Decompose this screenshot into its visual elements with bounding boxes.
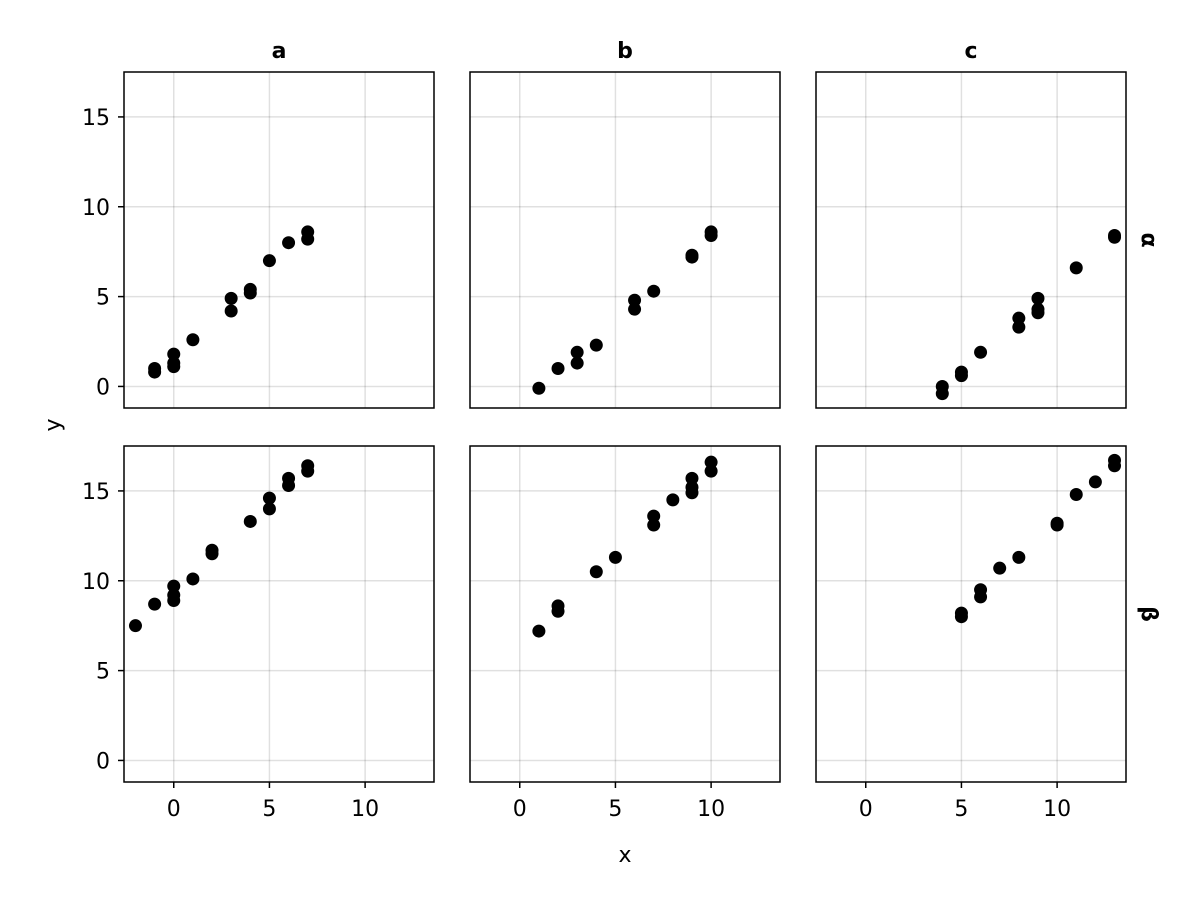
panel-frame xyxy=(123,71,435,409)
y-axis-label: y xyxy=(41,418,66,431)
y-tick-label: 15 xyxy=(82,106,110,131)
scatter-point xyxy=(993,561,1007,575)
scatter-point xyxy=(1031,302,1045,316)
x-tick-label: 10 xyxy=(351,797,379,822)
scatter-point xyxy=(262,491,276,505)
scatter-point xyxy=(954,606,968,620)
scatter-point xyxy=(205,543,219,557)
scatter-point xyxy=(186,333,200,347)
scatter-point xyxy=(685,248,699,262)
scatter-point xyxy=(1069,261,1083,275)
scatter-point xyxy=(262,502,276,516)
scatter-point xyxy=(167,579,181,593)
y-tick-label: 0 xyxy=(96,375,110,400)
scatter-point xyxy=(570,345,584,359)
x-tick-label: 5 xyxy=(954,797,968,822)
scatter-point xyxy=(1069,488,1083,502)
panels-layer: a b c α β 0 5 10 15 0 5 10 15 0 5 10 0 5 10 0 5 10 xyxy=(82,39,1161,822)
scatter-point xyxy=(704,455,718,469)
scatter-point xyxy=(974,583,988,597)
panel-a-0: 0 5 10 15 xyxy=(82,71,435,409)
scatter-point xyxy=(974,345,988,359)
x-tick-label: 5 xyxy=(262,797,276,822)
scatter-point xyxy=(589,565,603,579)
panel-a-1: 0 5 10 15 0 5 10 xyxy=(82,445,435,822)
scatter-point xyxy=(628,302,642,316)
scatter-point xyxy=(243,514,257,528)
scatter-point xyxy=(167,588,181,602)
scatter-point xyxy=(1012,320,1026,334)
row-title-1: β xyxy=(1136,606,1161,622)
column-title-a: a xyxy=(272,39,287,64)
x-tick-label: 10 xyxy=(1043,797,1071,822)
scatter-point xyxy=(1108,229,1122,243)
y-tick-label: 15 xyxy=(82,480,110,505)
panel-frame xyxy=(469,445,781,783)
scatter-point xyxy=(224,291,238,305)
y-tick-label: 5 xyxy=(96,660,110,685)
scatter-point xyxy=(551,599,565,613)
y-tick-label: 5 xyxy=(96,286,110,311)
y-tick-label: 10 xyxy=(82,196,110,221)
scatter-point xyxy=(954,365,968,379)
x-tick-label: 0 xyxy=(167,797,181,822)
scatter-point xyxy=(282,471,296,485)
scatter-point xyxy=(301,459,315,473)
panel-frame xyxy=(123,445,435,783)
y-tick-label: 0 xyxy=(96,749,110,774)
scatter-point xyxy=(301,225,315,239)
scatter-point xyxy=(262,254,276,268)
scatter-point xyxy=(532,381,546,395)
column-title-c: c xyxy=(964,39,977,64)
scatter-point xyxy=(935,379,949,393)
scatter-point xyxy=(685,471,699,485)
x-axis-label: x xyxy=(618,843,631,868)
scatter-point xyxy=(167,347,181,361)
y-tick-label: 10 xyxy=(82,570,110,595)
scatter-point xyxy=(570,356,584,370)
scatter-point xyxy=(224,304,238,318)
column-title-b: b xyxy=(617,39,633,64)
scatter-point xyxy=(647,509,661,523)
scatter-point xyxy=(704,464,718,478)
scatter-point xyxy=(532,624,546,638)
scatter-point xyxy=(282,236,296,250)
scatter-point xyxy=(1012,550,1026,564)
panel-frame xyxy=(815,71,1127,409)
scatter-point xyxy=(1031,291,1045,305)
scatter-point xyxy=(647,284,661,298)
scatter-point xyxy=(1088,475,1102,489)
x-tick-label: 0 xyxy=(859,797,873,822)
panel-frame xyxy=(815,445,1127,783)
x-tick-label: 0 xyxy=(513,797,527,822)
x-tick-label: 5 xyxy=(608,797,622,822)
scatter-point xyxy=(628,293,642,307)
scatter-point xyxy=(1012,311,1026,325)
row-title-0: α xyxy=(1136,232,1161,247)
panel-b-0 xyxy=(469,71,781,409)
scatter-point xyxy=(647,518,661,532)
scatter-point xyxy=(551,361,565,375)
x-tick-label: 10 xyxy=(697,797,725,822)
scatter-point xyxy=(148,361,162,375)
scatter-point xyxy=(243,282,257,296)
scatter-point xyxy=(167,356,181,370)
scatter-point xyxy=(685,480,699,494)
scatter-point xyxy=(148,597,162,611)
scatter-point xyxy=(1108,453,1122,467)
scatter-point xyxy=(128,619,142,633)
scatter-point xyxy=(704,225,718,239)
panel-c-1: 0 5 10 xyxy=(815,445,1127,822)
scatter-point xyxy=(589,338,603,352)
scatter-point xyxy=(608,550,622,564)
scatter-point xyxy=(186,572,200,586)
panel-b-1: 0 5 10 xyxy=(469,445,781,822)
scatter-point xyxy=(666,493,680,507)
scatter-point xyxy=(1050,516,1064,530)
panel-c-0 xyxy=(815,71,1127,409)
panel-frame xyxy=(469,71,781,409)
